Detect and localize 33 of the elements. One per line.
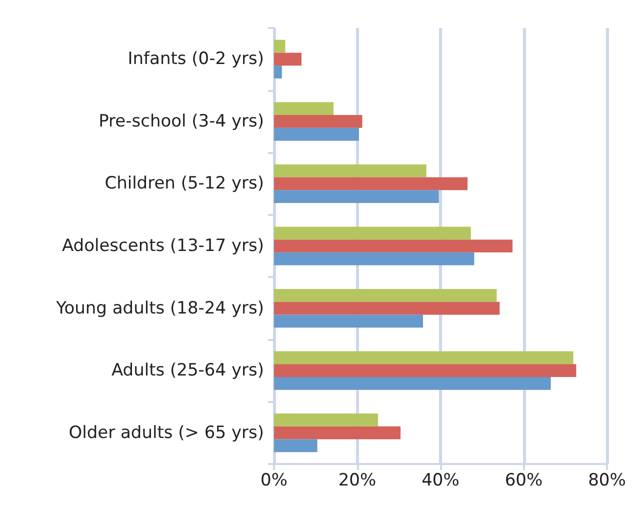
y-tick-label: Infants (0-2 yrs) <box>128 49 264 70</box>
bar <box>274 128 359 141</box>
bar <box>274 52 302 66</box>
y-tick-label: Children (5-12 yrs) <box>104 174 264 194</box>
bar <box>274 190 439 204</box>
bar <box>274 102 334 115</box>
bar <box>274 377 551 390</box>
bar <box>274 66 282 78</box>
bar <box>274 177 468 190</box>
y-tick-label: Young adults (18-24 yrs) <box>55 298 264 318</box>
bar <box>274 364 576 378</box>
bar <box>274 426 401 440</box>
x-tick-label: 0% <box>260 470 288 490</box>
bar <box>274 439 318 452</box>
bar <box>274 114 362 128</box>
bar <box>274 40 286 53</box>
bar <box>274 414 378 426</box>
bar <box>274 351 574 364</box>
y-tick-label: Adolescents (13-17 yrs) <box>62 236 264 256</box>
x-tick-label: 40% <box>422 470 460 490</box>
x-tick-label: 60% <box>504 470 543 490</box>
y-tick-label: Older adults (> 65 yrs) <box>68 422 264 443</box>
y-tick-label: Pre-school (3-4 yrs) <box>98 111 264 132</box>
x-tick-label: 20% <box>338 470 376 490</box>
bar <box>274 240 513 252</box>
bar <box>274 252 474 266</box>
bar <box>274 302 500 315</box>
bar <box>274 164 426 178</box>
bar <box>274 226 471 240</box>
bar <box>274 288 497 302</box>
y-tick-label: Adults (25-64 yrs) <box>111 360 264 381</box>
x-tick-label: 80% <box>588 470 626 490</box>
bar <box>274 314 424 328</box>
